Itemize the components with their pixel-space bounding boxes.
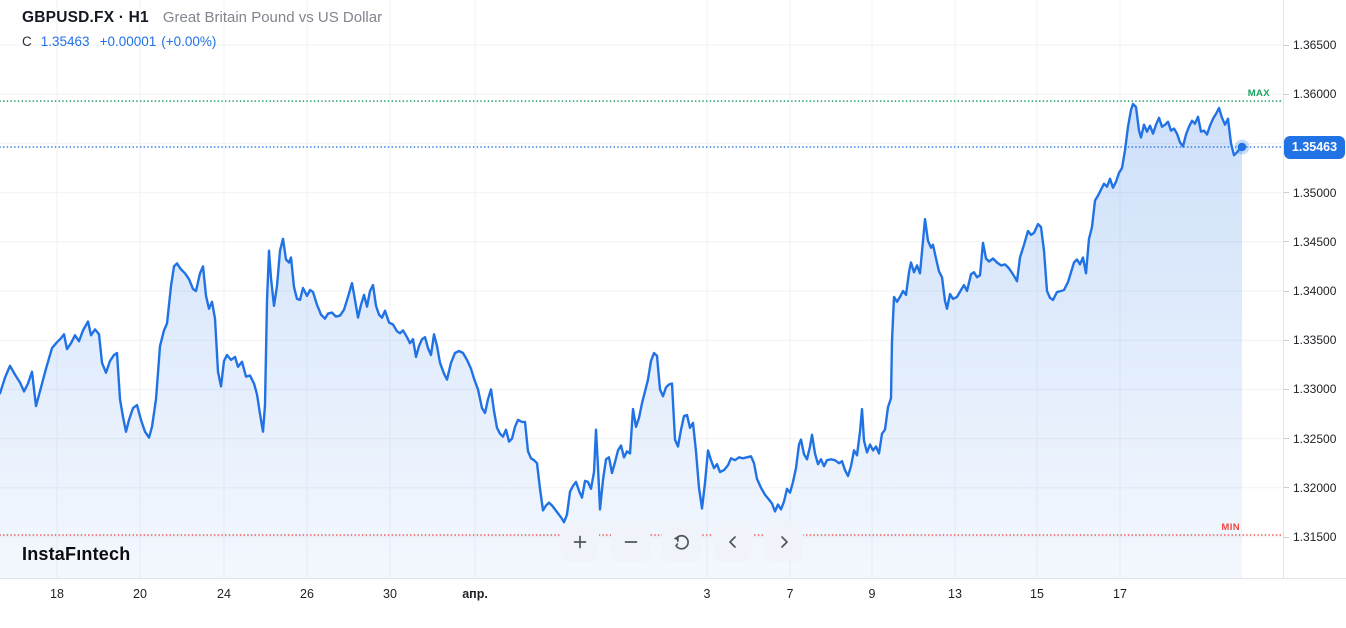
- price-axis-tick: [1284, 487, 1289, 489]
- reset-view-button[interactable]: [662, 522, 701, 561]
- reset-rotate-icon: [673, 534, 689, 550]
- price-axis-label: 1.34500: [1293, 234, 1337, 249]
- minus-icon: [624, 540, 637, 543]
- price-axis-tick: [1284, 339, 1289, 341]
- price-axis-label: 1.36500: [1293, 38, 1337, 52]
- price-axis-tick: [1284, 241, 1289, 243]
- price-axis[interactable]: 1.37000 1.36500 1.36000 1.35000 1.34500 …: [1283, 0, 1346, 578]
- plus-icon: [573, 535, 586, 548]
- chart-toolbar: [560, 522, 803, 561]
- quote-change-percent: (+0.00%): [161, 34, 217, 49]
- time-axis-label: 18: [50, 587, 64, 601]
- price-axis-label: 1.31500: [1293, 530, 1337, 544]
- time-axis-label: 3: [703, 587, 711, 601]
- instafintech-logo: InstaFıntech: [22, 544, 131, 564]
- time-axis-label: 7: [786, 587, 794, 601]
- quote-price: 1.35463: [40, 34, 90, 49]
- price-axis-tick: [1284, 192, 1289, 194]
- zoom-out-button[interactable]: [611, 522, 650, 561]
- time-axis-label: 24: [217, 587, 231, 601]
- time-axis-label: 9: [868, 587, 876, 601]
- time-axis-label: 20: [133, 587, 147, 601]
- quote-row: C 1.35463 +0.00001 (+0.00%): [22, 34, 382, 49]
- current-price-badge: 1.35463: [1284, 135, 1345, 159]
- price-axis-tick: [1284, 536, 1289, 538]
- max-marker-label: MAX: [1247, 88, 1270, 100]
- min-marker-label: MIN: [1221, 522, 1240, 533]
- price-axis-label: 1.36000: [1293, 87, 1337, 102]
- chevron-right-icon: [780, 535, 788, 548]
- price-axis-label: 1.37000: [1293, 0, 1336, 3]
- time-axis-label: 26: [300, 587, 314, 601]
- time-axis-label: 30: [383, 587, 397, 601]
- scroll-right-button[interactable]: [764, 522, 803, 561]
- price-axis-tick: [1284, 438, 1289, 440]
- zoom-in-button[interactable]: [560, 522, 599, 561]
- chevron-left-icon: [728, 535, 736, 548]
- price-axis-label: 1.33500: [1293, 333, 1337, 348]
- price-axis-label: 1.34000: [1293, 284, 1337, 298]
- price-axis-tick: [1284, 388, 1289, 390]
- time-axis-label: 13: [948, 587, 962, 601]
- quote-change: +0.00001: [99, 34, 157, 49]
- symbol-title: GBPUSD.FX · H1: [22, 9, 149, 26]
- price-axis-tick: [1284, 290, 1289, 292]
- time-axis-label: 15: [1030, 587, 1044, 601]
- chart-header: GBPUSD.FX · H1 Great Britain Pound vs US…: [22, 9, 382, 49]
- price-axis-label: 1.32000: [1293, 480, 1337, 495]
- time-axis-label: апр.: [462, 587, 488, 601]
- price-axis-label: 1.35000: [1293, 185, 1337, 200]
- price-chart-canvas[interactable]: [0, 0, 1283, 578]
- time-axis[interactable]: 18 20 24 26 30 апр. 3 7 9 13 15 17: [0, 578, 1346, 628]
- price-axis-label: 1.33000: [1293, 382, 1337, 397]
- time-axis-label: 17: [1113, 587, 1127, 601]
- price-axis-tick: [1284, 44, 1289, 46]
- symbol-description: Great Britain Pound vs US Dollar: [162, 9, 383, 26]
- price-axis-tick: [1284, 93, 1289, 95]
- scroll-left-button[interactable]: [713, 522, 752, 561]
- quote-field-label: C: [22, 34, 32, 49]
- price-axis-label: 1.32500: [1293, 431, 1337, 446]
